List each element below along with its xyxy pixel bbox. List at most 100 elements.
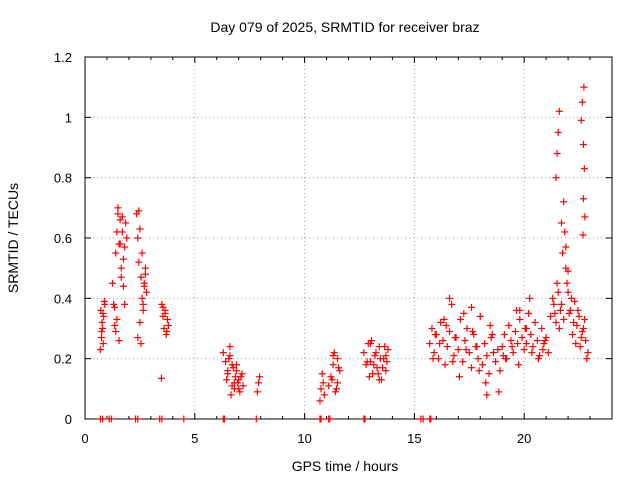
- data-point: [575, 312, 583, 320]
- data-point: [473, 343, 481, 351]
- data-point: [374, 370, 382, 378]
- data-point: [439, 337, 447, 345]
- data-point: [579, 231, 587, 239]
- data-point: [118, 213, 126, 221]
- data-point: [111, 321, 119, 329]
- data-point: [163, 315, 171, 323]
- data-point: [139, 300, 147, 308]
- data-point: [442, 321, 450, 329]
- data-point: [100, 312, 108, 320]
- data-point: [134, 234, 142, 242]
- data-point: [482, 379, 490, 387]
- data-point: [565, 309, 573, 317]
- data-point: [430, 349, 438, 357]
- data-point: [100, 297, 108, 305]
- data-point: [327, 373, 335, 381]
- data-point: [582, 337, 590, 345]
- data-point: [326, 415, 334, 423]
- x-tick-label: 10: [297, 431, 311, 446]
- data-point: [559, 249, 567, 257]
- axis-ticks: 0 5 10 15 20 0 0.2 0.4 0.6 0.8 1 1.2: [54, 50, 612, 446]
- data-point: [227, 391, 235, 399]
- data-point: [256, 373, 264, 381]
- data-point: [566, 306, 574, 314]
- data-point: [467, 364, 475, 372]
- y-tick-label: 0.4: [54, 291, 72, 306]
- data-point: [119, 282, 127, 290]
- data-point: [99, 309, 107, 317]
- data-point: [579, 140, 587, 148]
- data-point: [534, 355, 542, 363]
- data-point: [116, 240, 124, 248]
- data-point: [379, 364, 387, 372]
- data-point: [363, 358, 371, 366]
- data-point: [223, 376, 231, 384]
- data-point: [137, 273, 145, 281]
- data-point: [485, 370, 493, 378]
- data-point: [381, 343, 389, 351]
- data-point: [461, 337, 469, 345]
- data-point: [158, 415, 166, 423]
- data-point: [330, 349, 338, 357]
- data-point: [119, 255, 127, 263]
- data-point: [448, 300, 456, 308]
- data-point: [525, 309, 533, 317]
- data-point: [219, 349, 227, 357]
- data-point: [368, 337, 376, 345]
- x-tick-label: 15: [407, 431, 421, 446]
- data-point: [254, 379, 262, 387]
- data-point: [507, 337, 515, 345]
- data-point: [140, 282, 148, 290]
- data-point: [577, 334, 585, 342]
- data-point: [360, 349, 368, 357]
- data-point: [110, 300, 118, 308]
- data-point: [328, 376, 336, 384]
- data-point: [459, 358, 467, 366]
- data-point: [488, 331, 496, 339]
- data-point: [252, 415, 260, 423]
- data-point: [159, 303, 167, 311]
- data-point: [336, 367, 344, 375]
- data-point: [158, 300, 166, 308]
- data-point: [571, 297, 579, 305]
- data-point: [487, 334, 495, 342]
- data-point: [427, 415, 435, 423]
- data-point: [514, 340, 522, 348]
- data-point: [474, 355, 482, 363]
- data-point: [375, 376, 383, 384]
- data-point: [584, 349, 592, 357]
- data-point: [552, 174, 560, 182]
- data-point: [446, 328, 454, 336]
- data-point: [560, 198, 568, 206]
- data-point: [98, 328, 106, 336]
- data-point: [562, 243, 570, 251]
- data-point: [516, 306, 524, 314]
- data-point: [180, 415, 188, 423]
- data-point: [429, 355, 437, 363]
- data-point: [573, 321, 581, 329]
- chart-title: Day 079 of 2025, SRMTID for receiver bra…: [210, 19, 479, 35]
- data-point: [456, 315, 464, 323]
- data-point: [114, 204, 122, 212]
- data-point: [572, 340, 580, 348]
- data-point: [580, 165, 588, 173]
- data-point: [334, 355, 342, 363]
- data-point: [446, 294, 454, 302]
- data-point: [118, 228, 126, 236]
- data-point: [556, 306, 564, 314]
- data-point: [383, 358, 391, 366]
- data-point: [231, 373, 239, 381]
- data-point: [96, 346, 104, 354]
- data-point: [335, 364, 343, 372]
- data-point: [370, 361, 378, 369]
- data-point: [235, 376, 243, 384]
- data-point: [455, 373, 463, 381]
- data-point: [141, 270, 149, 278]
- data-point: [454, 346, 462, 354]
- data-point: [365, 373, 373, 381]
- data-point: [561, 228, 569, 236]
- data-point: [579, 325, 587, 332]
- y-tick-label: 1.2: [54, 50, 72, 65]
- data-point: [138, 249, 146, 257]
